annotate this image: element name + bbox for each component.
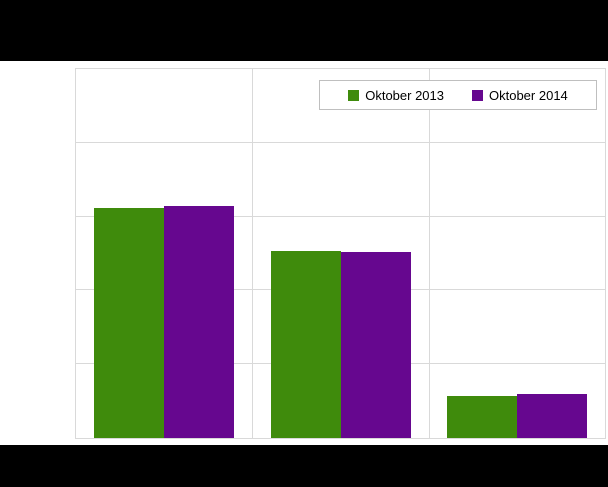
chart-legend: Oktober 2013 Oktober 2014	[319, 80, 597, 110]
bar-oktober-2014-group-2	[340, 252, 411, 438]
legend-label-2013: Oktober 2013	[365, 87, 444, 103]
gridline-vertical	[252, 69, 254, 438]
title-band	[0, 0, 608, 61]
gridline-vertical	[428, 69, 430, 438]
x-axis-label-band	[0, 445, 608, 487]
gridline-horizontal	[76, 215, 605, 217]
legend-swatch-2014	[472, 89, 483, 101]
bar-oktober-2013-group-2	[270, 251, 341, 438]
gridline-horizontal	[76, 68, 605, 69]
legend-swatch-2013	[348, 89, 360, 101]
legend-label-2014: Oktober 2014	[489, 87, 568, 103]
legend-item-2013: Oktober 2013	[348, 88, 444, 103]
legend-item-2014: Oktober 2014	[472, 88, 568, 103]
bar-oktober-2013-group-3	[446, 395, 517, 438]
gridline-horizontal	[76, 141, 605, 143]
bar-oktober-2014-group-3	[516, 393, 587, 438]
bar-oktober-2013-group-1	[94, 207, 165, 438]
bar-oktober-2014-group-1	[164, 206, 235, 438]
plot-area: Oktober 2013 Oktober 2014	[75, 68, 606, 439]
